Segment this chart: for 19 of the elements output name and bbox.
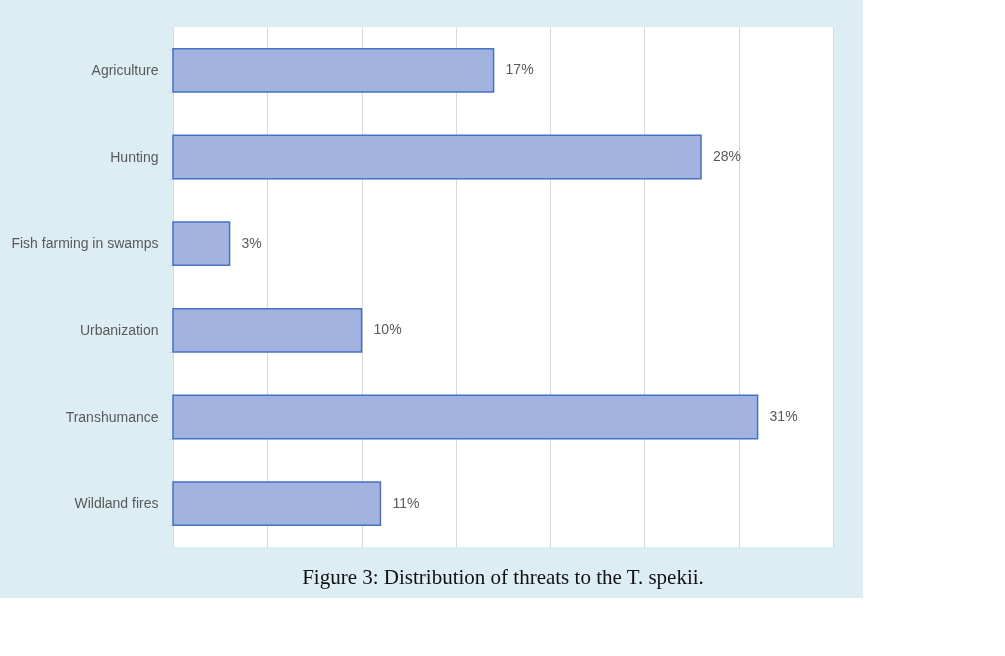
data-label: 28% (713, 148, 742, 164)
bar (172, 47, 495, 93)
data-label: 3% (241, 234, 262, 251)
bar (172, 221, 231, 267)
bar (172, 481, 382, 527)
y-tick-label: Hunting (110, 148, 159, 165)
y-tick-label: Urbanization (79, 321, 159, 338)
bar (172, 394, 759, 440)
bar (172, 307, 363, 353)
data-label: 17% (505, 61, 534, 78)
data-label: 11% (392, 494, 420, 511)
y-tick-label: Wildland fires (74, 495, 159, 512)
bar (172, 134, 702, 180)
data-label: 10% (373, 321, 402, 338)
y-tick-label: Transhumance (65, 408, 159, 425)
data-label: 31% (769, 408, 798, 424)
y-tick-label: Fish farming in swamps (11, 235, 159, 252)
text: Figure 3: Distribution of threats to the T. spekii. (302, 565, 704, 589)
y-tick-label: Agriculture (91, 61, 159, 78)
